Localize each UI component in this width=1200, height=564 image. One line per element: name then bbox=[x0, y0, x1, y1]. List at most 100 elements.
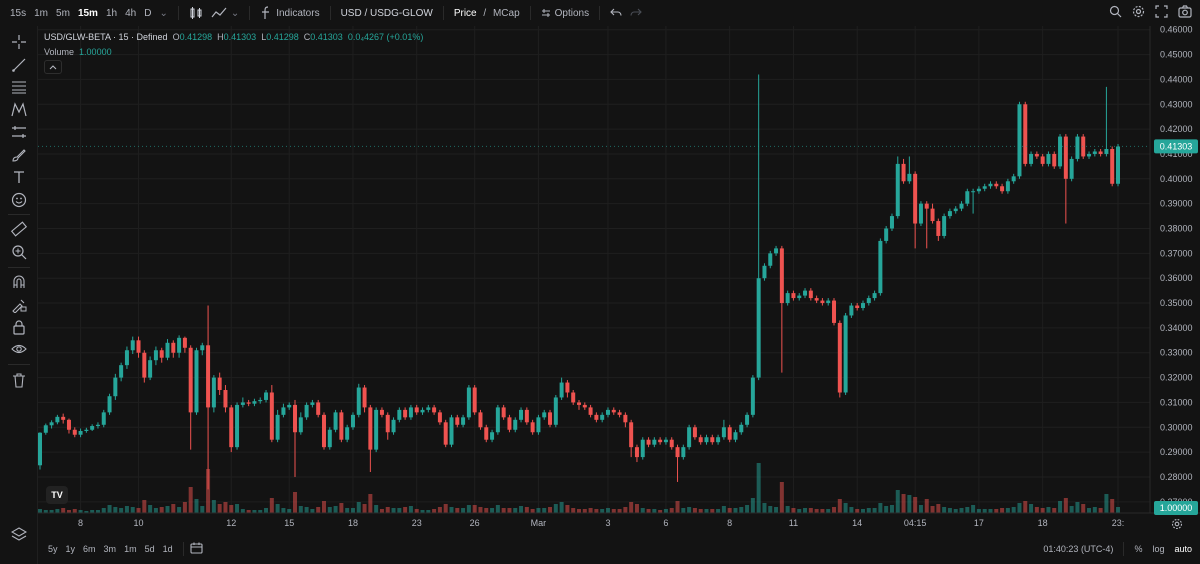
emoji-tool[interactable] bbox=[11, 192, 27, 208]
open-value: 0.41298 bbox=[179, 32, 213, 42]
range-1d[interactable]: 1d bbox=[162, 544, 173, 554]
candle-body bbox=[258, 399, 263, 402]
pair-selector[interactable]: USD / USDG-GLOW bbox=[337, 8, 437, 19]
price-tick-label: 0.35000 bbox=[1160, 298, 1193, 308]
timeframe-dropdown-icon[interactable]: ⌄ bbox=[159, 7, 168, 19]
volume-bar bbox=[733, 508, 738, 513]
range-1y[interactable]: 1y bbox=[65, 544, 76, 554]
price-toggle[interactable]: Price bbox=[453, 7, 477, 19]
candle-body bbox=[530, 422, 535, 433]
fib-tool[interactable] bbox=[11, 79, 27, 95]
line-type-icon bbox=[211, 7, 227, 18]
candle-body bbox=[443, 422, 448, 445]
volume-bar bbox=[634, 504, 639, 513]
candle-body bbox=[153, 350, 158, 361]
collapse-legend-button[interactable] bbox=[44, 60, 62, 74]
volume-bar bbox=[240, 509, 245, 513]
range-1m[interactable]: 1m bbox=[124, 544, 137, 554]
timeframe-15s[interactable]: 15s bbox=[10, 7, 27, 19]
goto-date-button[interactable] bbox=[190, 542, 203, 556]
candle-type-button[interactable] bbox=[185, 6, 207, 20]
volume-bar bbox=[559, 502, 564, 513]
volume-bar bbox=[936, 504, 941, 513]
volume-bar bbox=[153, 508, 158, 513]
trendline-tool[interactable] bbox=[11, 57, 27, 73]
candle-body bbox=[768, 253, 773, 266]
visibility-tool[interactable] bbox=[11, 341, 27, 357]
timeframe-15m[interactable]: 15m bbox=[77, 7, 98, 19]
volume-bar bbox=[565, 505, 570, 513]
redo-button[interactable] bbox=[626, 7, 646, 19]
volume-bar bbox=[484, 508, 489, 513]
volume-bar bbox=[832, 507, 837, 513]
time-tick-label: 8 bbox=[78, 518, 83, 528]
time-tick-label: 10 bbox=[134, 518, 144, 528]
candle-body bbox=[269, 392, 274, 440]
range-5y[interactable]: 5y bbox=[48, 544, 58, 554]
screenshot-button[interactable] bbox=[1178, 5, 1192, 21]
object-tree-button[interactable] bbox=[11, 526, 27, 542]
lock-drawings-tool[interactable] bbox=[11, 297, 27, 313]
timeframe-4h[interactable]: 4h bbox=[125, 7, 137, 19]
brush-tool[interactable] bbox=[11, 147, 27, 163]
timeframe-D[interactable]: D bbox=[144, 7, 152, 19]
candle-body bbox=[797, 295, 802, 299]
volume-bar bbox=[449, 507, 454, 513]
candle-body bbox=[605, 409, 610, 415]
percent-toggle[interactable]: % bbox=[1134, 544, 1143, 554]
pattern-tool[interactable] bbox=[11, 102, 27, 118]
tradingview-logo[interactable]: TV bbox=[46, 486, 68, 504]
time-tick-label: Mar bbox=[531, 518, 547, 528]
timeframe-1m[interactable]: 1m bbox=[34, 7, 49, 19]
volume-bar bbox=[1046, 507, 1051, 513]
volume-bar bbox=[808, 508, 813, 513]
axis-settings-button[interactable] bbox=[1171, 517, 1183, 535]
lock-tool[interactable] bbox=[11, 319, 27, 335]
mcap-toggle[interactable]: MCap bbox=[492, 7, 520, 19]
volume-bar bbox=[1000, 508, 1005, 513]
volume-bar bbox=[710, 509, 715, 513]
timeframe-5m[interactable]: 5m bbox=[56, 7, 70, 19]
timeframe-1h[interactable]: 1h bbox=[105, 7, 118, 19]
magnet-tool[interactable] bbox=[11, 274, 27, 290]
measure-lines-tool[interactable] bbox=[11, 124, 27, 140]
candle-body bbox=[1058, 136, 1063, 167]
time-tick-label: 26 bbox=[470, 518, 480, 528]
price-axis[interactable]: 0.46000 0.45000 0.44000 0.43000 0.42000 0.410… bbox=[1149, 25, 1200, 513]
zoom-tool[interactable] bbox=[11, 244, 27, 260]
drawing-toolbar bbox=[0, 26, 38, 564]
auto-toggle[interactable]: auto bbox=[1174, 544, 1192, 554]
ruler-tool[interactable] bbox=[11, 221, 27, 237]
timezone-clock[interactable]: 01:40:23 (UTC-4) bbox=[1043, 544, 1114, 554]
candle-body bbox=[66, 419, 71, 430]
volume-bar bbox=[264, 508, 269, 513]
search-button[interactable] bbox=[1109, 5, 1122, 21]
candle-body bbox=[281, 407, 286, 415]
crosshair-tool[interactable] bbox=[11, 34, 27, 50]
delete-drawings-tool[interactable] bbox=[11, 372, 27, 388]
volume-bar bbox=[629, 502, 634, 513]
range-6m[interactable]: 6m bbox=[83, 544, 96, 554]
fullscreen-button[interactable] bbox=[1155, 5, 1168, 21]
log-toggle[interactable]: log bbox=[1152, 544, 1165, 554]
text-tool[interactable] bbox=[11, 169, 27, 185]
range-5d[interactable]: 5d bbox=[144, 544, 155, 554]
options-button[interactable]: Options bbox=[537, 8, 593, 19]
price-mcap-toggle[interactable]: Price / MCap bbox=[450, 8, 524, 19]
undo-button[interactable] bbox=[606, 7, 626, 19]
symbol-title[interactable]: USD/GLW-BETA · 15 · Defined bbox=[44, 32, 168, 42]
time-axis[interactable]: 8 10 12 15 18 23 26 Mar 3 6 8 11 14 04:15 17 18 23: bbox=[38, 512, 1200, 528]
trendline-icon bbox=[12, 58, 26, 72]
candle-body bbox=[182, 337, 187, 348]
line-type-button[interactable]: ⌄ bbox=[207, 6, 243, 20]
volume-bar bbox=[1011, 507, 1016, 513]
candle-body bbox=[524, 409, 529, 423]
range-3m[interactable]: 3m bbox=[103, 544, 117, 554]
volume-bar bbox=[959, 508, 964, 513]
settings-button[interactable] bbox=[1132, 5, 1145, 21]
indicators-button[interactable]: Indicators bbox=[256, 6, 323, 20]
candle-body bbox=[791, 293, 796, 299]
volume-bar bbox=[362, 504, 367, 513]
candle-body bbox=[55, 416, 60, 423]
